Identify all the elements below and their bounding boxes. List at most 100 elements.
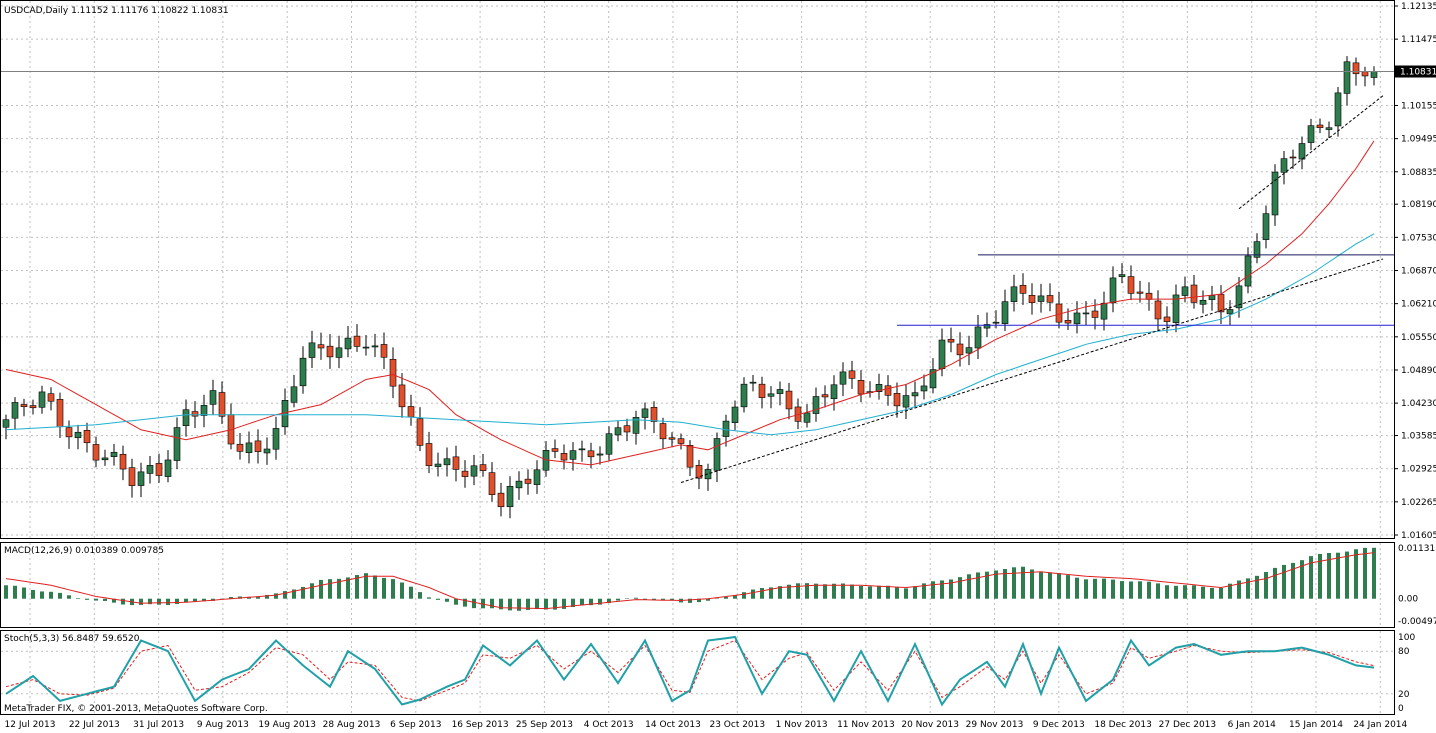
y-tick-label: 1.02265 — [1401, 498, 1436, 508]
macd-histogram-bar — [832, 583, 836, 599]
macd-histogram-bar — [1057, 573, 1061, 599]
macd-histogram-bar — [94, 598, 98, 601]
candle-body — [146, 465, 154, 474]
candle-body — [776, 389, 784, 394]
x-tick-label: 22 Jul 2013 — [69, 720, 120, 730]
macd-histogram-bar — [967, 574, 971, 599]
candle-body — [173, 427, 181, 461]
candle-body — [263, 448, 271, 454]
macd-histogram-bar — [949, 579, 953, 599]
candle-body — [956, 343, 964, 356]
candle-body — [686, 445, 694, 468]
candle-body — [839, 371, 847, 385]
candle-body — [164, 459, 172, 477]
candle-body — [641, 408, 649, 418]
y-tick-label: 1.04890 — [1401, 366, 1436, 376]
y-tick-label: 1.11475 — [1401, 35, 1436, 45]
candle-body — [1244, 255, 1252, 287]
macd-histogram-bar — [760, 588, 764, 599]
macd-y-tick-label: 0.011317 — [1398, 544, 1436, 554]
candle-body — [830, 384, 838, 400]
macd-histogram-bar — [67, 595, 71, 599]
macd-histogram-bar — [139, 598, 143, 605]
candle-body — [353, 335, 361, 347]
candle-body — [1199, 299, 1207, 305]
candle-body — [749, 381, 757, 384]
macd-histogram-bar — [517, 598, 521, 611]
candle-body — [137, 471, 145, 486]
macd-histogram-bar — [1255, 575, 1259, 599]
macd-histogram-bar — [1318, 553, 1322, 599]
candle-body — [803, 412, 811, 423]
candle-body — [650, 406, 658, 422]
stoch-signal-line — [5, 639, 1375, 702]
macd-histogram-bar — [1309, 556, 1313, 599]
macd-histogram-bar — [886, 585, 890, 599]
x-tick-label: 16 Sep 2013 — [452, 720, 509, 730]
macd-histogram-bar — [148, 598, 152, 605]
candle-body — [254, 440, 262, 452]
x-tick-label: 18 Dec 2013 — [1094, 720, 1152, 730]
candle-body — [551, 448, 559, 452]
candle-body — [83, 430, 91, 444]
macd-histogram-bar — [868, 586, 872, 599]
candle-body — [1298, 143, 1306, 160]
macd-histogram-bar — [13, 585, 17, 599]
macd-histogram-bar — [1066, 575, 1070, 599]
candle-body — [515, 480, 523, 489]
macd-histogram-bar — [40, 591, 44, 599]
macd-histogram-bar — [391, 579, 395, 599]
macd-pane — [0, 542, 1395, 628]
macd-histogram-bar — [724, 596, 728, 599]
candle-body — [380, 344, 388, 358]
macd-histogram-bar — [1075, 577, 1079, 599]
macd-histogram-bar — [1327, 552, 1331, 599]
macd-histogram-bar — [841, 583, 845, 599]
macd-header: MACD(12,26,9) 0.010389 0.009785 — [4, 546, 164, 556]
candle-body — [668, 437, 676, 440]
x-tick-label: 19 Aug 2013 — [258, 720, 316, 730]
candle-body — [857, 380, 865, 395]
macd-histogram-bar — [175, 598, 179, 605]
macd-histogram-bar — [202, 598, 206, 602]
macd-histogram-bar — [22, 587, 26, 599]
candle-body — [299, 357, 307, 387]
candle-body — [119, 453, 127, 470]
macd-histogram-bar — [877, 585, 881, 599]
macd-histogram-bar — [1165, 585, 1169, 599]
stoch-y-tick-label: 100 — [1398, 633, 1415, 643]
stochastic-header: Stoch(5,3,3) 56.8487 59.6520 — [4, 634, 140, 644]
macd-histogram-bar — [994, 570, 998, 599]
candle-body — [992, 321, 1000, 324]
macd-histogram-bar — [1291, 562, 1295, 599]
candle-body — [1154, 300, 1162, 320]
macd-histogram-bar — [895, 586, 899, 599]
candle-body — [731, 406, 739, 424]
macd-histogram-bar — [337, 578, 341, 599]
candle-body — [470, 465, 478, 477]
macd-histogram-bar — [256, 596, 260, 599]
candle-body — [1082, 312, 1090, 315]
macd-histogram-bar — [355, 575, 359, 599]
y-tick-label: 1.08190 — [1401, 200, 1436, 210]
macd-histogram-bar — [922, 583, 926, 599]
candle-body — [614, 427, 622, 436]
candle-body — [632, 417, 640, 434]
price-header: USDCAD,Daily 1.11152 1.11176 1.10822 1.1… — [4, 6, 229, 16]
candle-body — [947, 338, 955, 343]
macd-histogram-bar — [931, 581, 935, 599]
candle-body — [11, 402, 19, 419]
stoch-y-tick-label: 20 — [1398, 690, 1410, 700]
candle-body — [506, 486, 514, 508]
candle-body — [1019, 284, 1027, 294]
macd-histogram-bar — [427, 597, 431, 599]
candle-body — [893, 393, 901, 407]
macd-histogram-bar — [787, 584, 791, 599]
x-tick-label: 31 Jul 2013 — [133, 720, 184, 730]
macd-histogram-bar — [850, 584, 854, 599]
macd-histogram-bar — [652, 598, 656, 601]
macd-histogram-bar — [265, 594, 269, 599]
candle-body — [1262, 213, 1270, 240]
macd-histogram-bar — [796, 583, 800, 599]
